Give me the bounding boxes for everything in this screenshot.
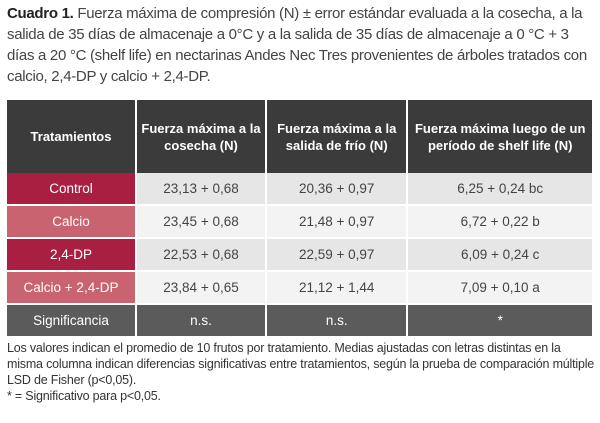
caption-text: Fuerza máxima de compresión (N) ± error … (7, 5, 587, 85)
treatment-cell: Calcio + 2,4-DP (7, 271, 137, 305)
value-cell: 6,25 + 0,24 bc (407, 173, 592, 206)
table-row: 2,4-DP 22,53 + 0,68 22,59 + 0,97 6,09 + 0,2… (7, 238, 592, 272)
footnote-text: Los valores indican el promedio de 10 fr… (7, 341, 595, 387)
significance-row: Significancia n.s. n.s. * (7, 304, 592, 338)
value-cell: 6,09 + 0,24 c (407, 238, 592, 272)
results-table: Tratamientos Fuerza máxima a la cosecha … (7, 100, 592, 338)
significance-label: Significancia (7, 304, 137, 338)
footnote: Los valores indican el promedio de 10 fr… (7, 340, 597, 404)
value-cell: 23,13 + 0,68 (136, 173, 268, 206)
value-cell: 22,59 + 0,97 (266, 238, 409, 272)
header-shelf-life: Fuerza máxima luego de un período de she… (407, 100, 592, 173)
header-harvest: Fuerza máxima a la cosecha (N) (136, 100, 268, 173)
header-cold-exit: Fuerza máxima a la salida de frío (N) (266, 100, 409, 173)
value-cell: 22,53 + 0,68 (136, 238, 268, 272)
table-row: Control 23,13 + 0,68 20,36 + 0,97 6,25 + 0,… (7, 173, 592, 206)
table-row: Calcio + 2,4-DP 23,84 + 0,65 21,12 + 1,44 7… (7, 271, 592, 305)
value-cell: 6,72 + 0,22 b (407, 205, 592, 239)
value-cell: 23,84 + 0,65 (136, 271, 268, 305)
significance-cell: n.s. (266, 304, 409, 338)
value-cell: 20,36 + 0,97 (266, 173, 409, 206)
treatment-cell: Calcio (7, 205, 137, 239)
table-row: Calcio 23,45 + 0,68 21,48 + 0,97 6,72 + 0,2… (7, 205, 592, 239)
treatment-cell: Control (7, 173, 137, 206)
footnote-significance: * = Significativo para p<0,05. (7, 389, 161, 403)
treatment-cell: 2,4-DP (7, 238, 137, 272)
value-cell: 7,09 + 0,10 a (407, 271, 592, 305)
value-cell: 21,48 + 0,97 (266, 205, 409, 239)
header-treatments: Tratamientos (7, 100, 137, 173)
header-row: Tratamientos Fuerza máxima a la cosecha … (7, 100, 592, 173)
value-cell: 23,45 + 0,68 (136, 205, 268, 239)
value-cell: 21,12 + 1,44 (266, 271, 409, 305)
caption-label: Cuadro 1. (7, 5, 74, 22)
significance-cell: * (407, 304, 592, 338)
table-caption: Cuadro 1. Fuerza máxima de compresión (N… (7, 3, 597, 87)
significance-cell: n.s. (136, 304, 268, 338)
